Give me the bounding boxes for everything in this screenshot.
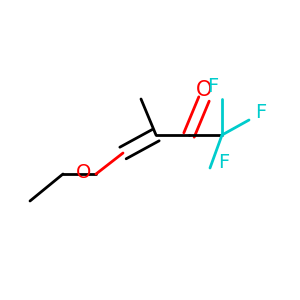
Text: F: F <box>255 103 267 122</box>
Text: F: F <box>218 152 229 172</box>
Text: O: O <box>196 80 212 100</box>
Text: F: F <box>207 77 219 97</box>
Text: O: O <box>76 163 92 182</box>
